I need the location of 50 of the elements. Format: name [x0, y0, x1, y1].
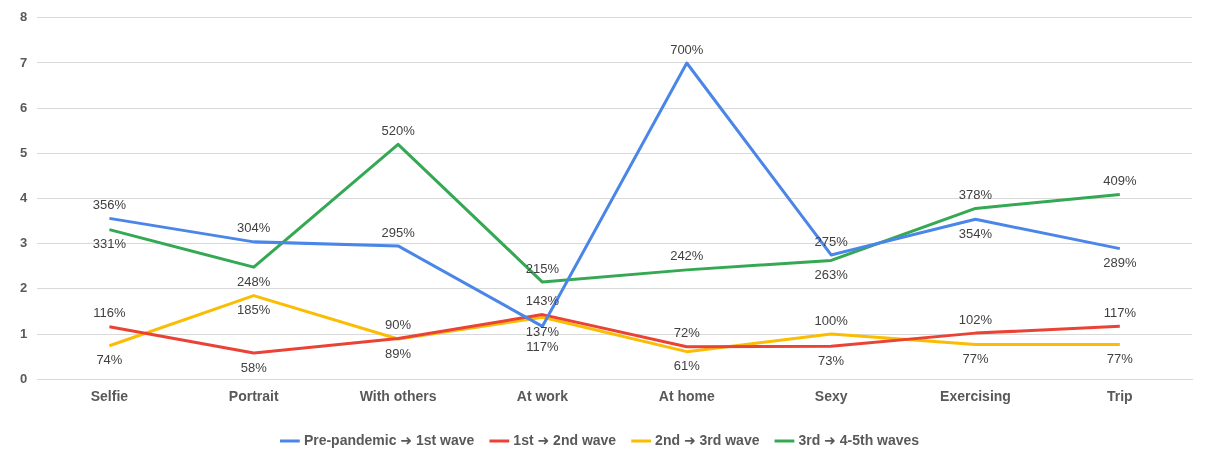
data-label: 72% — [673, 325, 701, 341]
data-label: 248% — [237, 273, 271, 289]
legend-label: 2nd ➜ 3rd wave — [655, 431, 760, 448]
data-label: 295% — [381, 224, 416, 240]
data-label: 117% — [1103, 304, 1137, 320]
y-tick-label: 1 — [20, 325, 28, 341]
x-tick-label: Selfie — [90, 388, 129, 405]
data-label: 116% — [93, 305, 126, 321]
data-label: 77% — [1106, 350, 1134, 366]
data-label: 520% — [381, 122, 416, 138]
y-tick-label: 2 — [20, 280, 28, 296]
data-label: 378% — [958, 187, 993, 203]
data-label: 89% — [385, 345, 412, 361]
x-tick-label: With others — [359, 388, 437, 405]
y-tick-label: 0 — [20, 370, 28, 386]
data-label: 61% — [673, 358, 701, 374]
x-tick-label: Exercising — [940, 388, 1011, 405]
legend-label: 1st ➜ 2nd wave — [513, 431, 617, 448]
data-label: 289% — [1103, 255, 1137, 271]
data-label: 242% — [670, 248, 704, 264]
data-label: 90% — [385, 317, 412, 333]
data-label: 354% — [958, 225, 993, 241]
data-label: 102% — [958, 311, 993, 327]
y-tick-label: 5 — [20, 144, 28, 160]
data-label: 263% — [814, 266, 849, 282]
y-tick-label: 4 — [20, 190, 28, 206]
y-tick-label: 8 — [20, 9, 28, 25]
data-label: 73% — [818, 352, 845, 368]
data-label: 117% — [526, 338, 560, 354]
y-tick-label: 3 — [20, 235, 28, 251]
legend-label: Pre-pandemic ➜ 1st wave — [303, 431, 475, 448]
data-label: 77% — [962, 350, 989, 366]
legend-label: 3rd ➜ 4-5th waves — [798, 431, 920, 448]
data-label: 100% — [814, 312, 849, 328]
x-tick-label: Portrait — [228, 388, 279, 405]
x-tick-label: Sexy — [814, 388, 848, 405]
x-tick-label: At work — [516, 388, 569, 405]
data-label: 304% — [237, 220, 271, 236]
x-tick-label: At home — [658, 388, 715, 405]
data-label: 74% — [96, 352, 123, 368]
data-label: 409% — [1103, 173, 1137, 189]
y-tick-label: 7 — [20, 54, 28, 70]
data-label: 137% — [525, 323, 560, 339]
data-label: 58% — [240, 359, 268, 375]
data-label: 185% — [237, 302, 271, 318]
y-tick-label: 6 — [20, 99, 28, 115]
data-label: 356% — [92, 196, 127, 212]
x-tick-label: Trip — [1106, 388, 1133, 405]
data-label: 700% — [670, 41, 704, 57]
data-label: 331% — [92, 236, 127, 252]
